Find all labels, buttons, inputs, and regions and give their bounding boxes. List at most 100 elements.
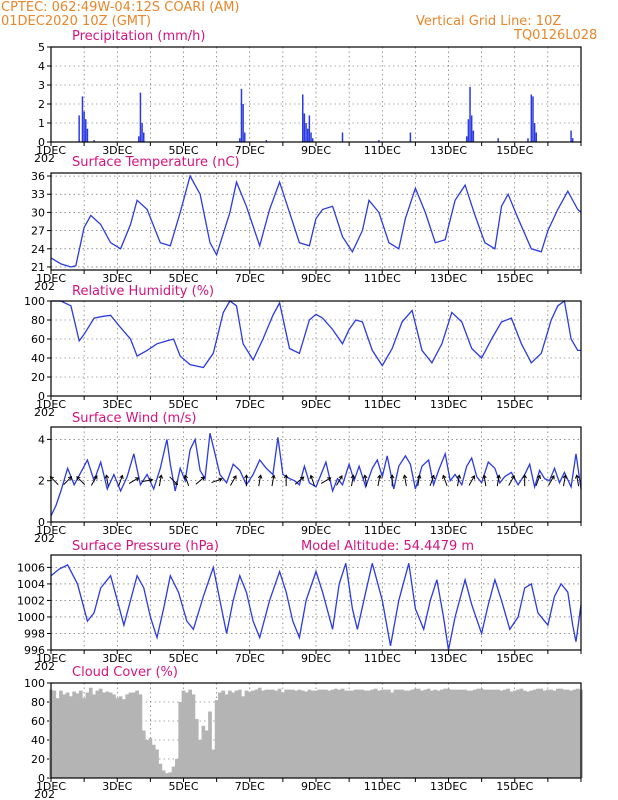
precip-bar (378, 140, 380, 142)
wind-arrow-head (574, 474, 580, 479)
y-tick-label: 60 (31, 715, 45, 728)
y-tick-label: 4 (38, 60, 45, 73)
cloud-bar (115, 698, 120, 778)
cloud-title: Cloud Cover (%) (72, 665, 178, 680)
wind-arrow (508, 475, 515, 486)
precip-bar (242, 104, 244, 142)
x-tick-label: 15DEC (496, 780, 533, 793)
wind-arrow (90, 475, 98, 486)
cloud-bar (393, 689, 398, 778)
wind-arrow (169, 476, 178, 485)
x-tick-label: 15DEC (496, 398, 533, 411)
wind-arrow (211, 478, 222, 484)
precip-bar (467, 119, 470, 142)
wind-arrow-head (244, 474, 249, 479)
plot-frame (50, 172, 582, 271)
x-tick-label: 7DEC (235, 780, 265, 793)
cloud-bar (489, 689, 494, 778)
x-tick-label: 1DEC (36, 144, 66, 157)
cloud-bar (406, 690, 411, 778)
y-tick-label: 2 (38, 475, 45, 488)
wind-arrow-head (338, 475, 343, 480)
wind-arrow-head (402, 474, 408, 479)
cloud-bar (241, 696, 245, 778)
x-tick-label: 5DEC (168, 272, 198, 285)
wind-arrow-head (67, 476, 73, 481)
temp-series-line (50, 174, 582, 268)
precip-bar (409, 132, 412, 142)
cloud-bar (512, 690, 517, 778)
cloud-bar (82, 698, 86, 778)
cloud-bar (218, 692, 222, 778)
y-tick-label: 0 (38, 516, 45, 529)
cloud-bar (178, 702, 183, 778)
precip-bar (533, 123, 536, 142)
cloud-bar (426, 688, 431, 778)
x-tick-label: 9DEC (301, 144, 331, 157)
cloud-bar (62, 694, 67, 778)
precip-bar (143, 132, 145, 142)
cloud-bar (552, 690, 557, 778)
cloud-bar (324, 689, 328, 778)
y-tick-label: 1 (38, 117, 45, 130)
precip-bar (465, 136, 468, 142)
cloud-bar (546, 689, 550, 778)
x-tick-label: 13DEC (430, 272, 467, 285)
cloud-bar (353, 689, 358, 778)
cloud-bar (526, 691, 530, 778)
precip-bar (239, 138, 241, 142)
wind-arrow-head (183, 474, 189, 480)
cloud-bar (496, 689, 501, 778)
cloud-bar (161, 770, 166, 778)
precip-bar (240, 88, 243, 142)
wind-arrow-head (104, 474, 110, 479)
wind-arrow-head (442, 474, 447, 480)
precip-bar (532, 96, 534, 142)
y-tick-label: 3 (38, 79, 45, 92)
wind-arrow-head (327, 477, 332, 482)
precip-bar (341, 132, 344, 142)
wind-arrow-head (550, 475, 555, 480)
wind-arrow-head (300, 476, 305, 481)
wind-arrow (576, 475, 580, 487)
cloud-bar (201, 725, 206, 778)
y-tick-label: 20 (31, 371, 45, 384)
cloud-bar (536, 688, 540, 778)
x-year-label: 202 (34, 406, 55, 419)
cloud-bar (304, 691, 308, 778)
wind-arrow-head (76, 476, 81, 481)
wind-arrow (442, 475, 448, 487)
x-tick-label: 13DEC (430, 144, 467, 157)
cloud-bar (221, 690, 226, 778)
precip-bar (244, 132, 246, 142)
cloud-bar (453, 689, 457, 778)
wind-arrow (364, 475, 368, 487)
x-tick-label: 1DEC (36, 652, 66, 665)
wind-arrow (230, 475, 237, 486)
y-tick-label: 20 (31, 753, 45, 766)
y-tick-label: 4 (38, 433, 45, 446)
cloud-bar (443, 688, 448, 778)
cloud-bar (569, 690, 573, 778)
cloud-bar (463, 689, 467, 778)
cloud-bar (400, 689, 404, 778)
precip-title: Precipitation (mm/h) (72, 29, 206, 44)
wind-arrow (294, 476, 304, 485)
cloud-bar (95, 690, 100, 778)
wind-arrow-head (200, 476, 205, 481)
x-tick-label: 11DEC (364, 652, 401, 665)
cloud-bar (343, 690, 348, 778)
wind-title: Surface Wind (m/s) (72, 411, 197, 426)
wind-arrow (141, 479, 153, 483)
x-year-label: 202 (34, 788, 55, 800)
x-tick-label: 11DEC (364, 272, 401, 285)
cloud-bar (281, 692, 285, 778)
precip-bar (78, 115, 80, 142)
cloud-bar (214, 700, 219, 778)
precip-panel: 0 1 2 3 4 5 1DEC 3DEC 5DEC 7DEC 9DEC 11DEC 13DEC 15DE… (34, 41, 582, 165)
cloud-bar (479, 688, 484, 778)
precip-bar (81, 96, 84, 142)
cloud-bar (436, 690, 441, 778)
x-tick-label: 3DEC (102, 780, 132, 793)
cloud-bar (340, 688, 345, 778)
